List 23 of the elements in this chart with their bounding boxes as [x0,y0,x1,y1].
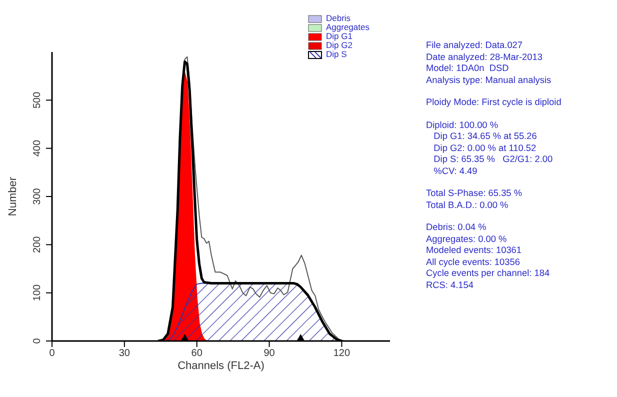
x-tick-label: 60 [191,348,203,360]
legend-label: Debris [326,13,351,23]
text: Debris: 0.04 % Aggregates: 0.00 % Modeled events: 10361 All cycle events: 10356 Cycle events per channel: 184 RCS: 4.154 [426,222,551,291]
x-axis-title: Channels (FL2-A) [178,360,264,372]
legend-label: Aggregates [326,22,370,32]
x-tick-label: 0 [49,348,56,360]
legend-label: Dip G1 [326,31,352,41]
x-tick-label: 30 [118,348,130,360]
y-tick-label: 200 [32,236,43,254]
y-tick-label: 400 [32,140,43,157]
legend-label: Dip S [326,49,347,59]
y-tick-label: 100 [32,284,43,302]
x-tick-label: 120 [333,348,350,360]
text: Total S-Phase: 65.35 % Total B.A.D.: 0.00 % [426,188,524,211]
text: Ploidy Mode: First cycle is diploid [426,97,562,108]
text: File analyzed: Data.027 Date analyzed: 28-Mar-2013 Model: 1DA0n DSD Analysis type: Manual analysis [426,40,552,86]
text: Diploid: 100.00 % Dip G1: 34.65 % at 55.26 Dip G2: 0.00 % at 110.52 Dip S: 65.35 % G2/G1: 2.00 %CV: 4.49 [426,120,554,177]
legend-label: Dip G2 [326,40,352,50]
y-axis-title: Number [6,176,19,216]
y-tick-label: 500 [32,91,43,109]
y-tick-label: 300 [32,188,43,205]
x-tick-label: 90 [264,348,276,360]
y-tick-label: 0 [32,338,43,344]
